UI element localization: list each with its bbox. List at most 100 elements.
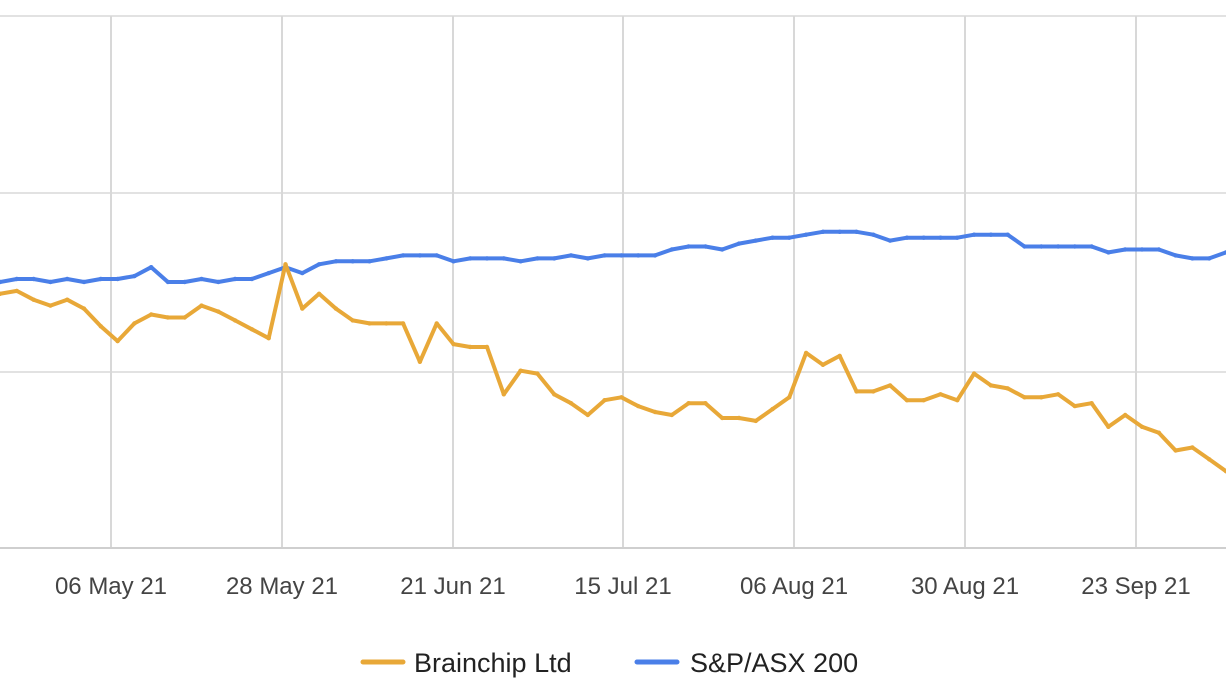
vertical-gridlines [110, 16, 1137, 548]
data-point [1190, 445, 1195, 450]
data-point [871, 389, 876, 394]
data-point [451, 341, 456, 347]
data-point [81, 279, 87, 285]
data-point [552, 256, 557, 261]
data-point [854, 229, 859, 234]
data-point [266, 336, 271, 341]
data-point [1005, 386, 1010, 391]
data-point [820, 362, 826, 367]
data-point [619, 395, 624, 400]
data-point [501, 392, 506, 397]
data-point [636, 403, 641, 409]
data-point [182, 315, 187, 320]
data-point [216, 309, 221, 314]
series-line-asx200 [0, 229, 1226, 284]
data-point [384, 256, 389, 261]
data-point [14, 276, 19, 282]
data-point [753, 418, 758, 424]
data-point [1173, 253, 1178, 258]
data-point [988, 383, 994, 388]
data-point [1022, 244, 1027, 249]
data-point [350, 318, 355, 323]
data-point [921, 398, 926, 403]
data-point [165, 315, 171, 320]
data-point [132, 273, 137, 279]
data-point [400, 321, 406, 326]
data-point [1139, 424, 1145, 429]
legend-label: Brainchip Ltd [414, 648, 572, 678]
data-point [921, 235, 926, 240]
data-point [31, 297, 36, 302]
data-point [1106, 250, 1111, 255]
data-point [400, 253, 406, 258]
data-point [199, 303, 204, 308]
data-point [585, 412, 590, 418]
data-point [115, 338, 120, 344]
data-point [316, 291, 322, 296]
data-point [686, 244, 691, 249]
data-point [1022, 395, 1027, 400]
data-point [871, 232, 876, 237]
data-point [31, 276, 36, 282]
data-point [249, 327, 255, 332]
data-point [468, 344, 473, 350]
legend-label: S&P/ASX 200 [690, 648, 858, 678]
data-point [770, 235, 775, 240]
data-point [98, 276, 104, 282]
data-point [451, 259, 456, 264]
data-point [568, 401, 574, 406]
data-point [468, 256, 473, 261]
data-point [803, 350, 809, 356]
data-point [165, 279, 171, 285]
x-tick-label: 06 Aug 21 [740, 573, 848, 600]
data-point [1039, 395, 1044, 400]
data-point [417, 359, 423, 364]
data-point [1207, 256, 1212, 261]
data-point [1223, 469, 1226, 474]
data-point [787, 235, 792, 240]
legend-item: S&P/ASX 200 [634, 648, 858, 678]
data-point [434, 253, 439, 258]
data-point [1190, 256, 1195, 261]
horizontal-gridlines [0, 15, 1226, 373]
data-point [367, 321, 372, 326]
data-point [149, 265, 154, 270]
data-point [1055, 392, 1061, 397]
data-point [1223, 250, 1226, 255]
data-point [803, 232, 809, 237]
data-point [720, 415, 725, 421]
data-point [81, 306, 87, 311]
data-point [1156, 247, 1162, 252]
data-point [484, 344, 490, 350]
data-point [1139, 247, 1145, 252]
data-point [887, 383, 893, 388]
data-point [753, 238, 758, 243]
data-point [535, 371, 540, 376]
data-point [1123, 412, 1128, 418]
x-tick-label: 28 May 21 [226, 573, 338, 600]
data-point [720, 247, 725, 252]
series-line-brainchip [0, 262, 1226, 474]
data-point [837, 353, 842, 359]
legend: Brainchip Ltd S&P/ASX 200 [360, 648, 858, 678]
data-point [182, 279, 187, 285]
data-point [115, 276, 120, 282]
data-point [249, 276, 255, 282]
data-point [568, 253, 574, 258]
data-point [367, 259, 372, 264]
data-point [232, 276, 238, 282]
data-point [988, 232, 994, 237]
x-tick-label: 15 Jul 21 [574, 573, 671, 600]
data-point [417, 253, 423, 258]
legend-item: Brainchip Ltd [360, 648, 572, 678]
x-axis-tick-labels: 06 May 21 28 May 21 21 Jun 21 15 Jul 21 06 A… [55, 573, 1191, 600]
data-point [1089, 244, 1094, 249]
data-point [518, 259, 523, 264]
x-tick-label: 23 Sep 21 [1081, 573, 1190, 600]
data-point [216, 279, 221, 285]
data-point [703, 401, 708, 406]
data-point [283, 262, 288, 267]
data-point [384, 321, 389, 326]
data-point [887, 238, 893, 243]
